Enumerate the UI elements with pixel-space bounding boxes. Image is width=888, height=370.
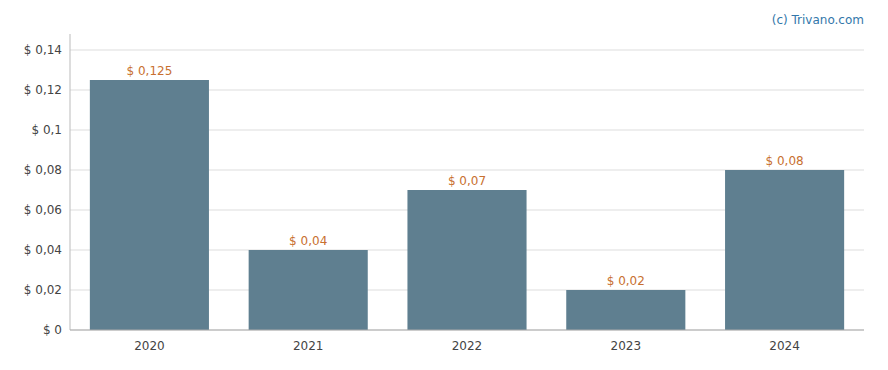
data-labels: $ 0,125 $ 0,04 $ 0,07 $ 0,02 $ 0,08	[126, 64, 803, 288]
bars	[90, 80, 844, 330]
x-tick-label: 2023	[611, 339, 642, 353]
data-label: $ 0,125	[126, 64, 172, 78]
grid-line	[70, 330, 864, 331]
y-tick-label: $ 0	[43, 323, 62, 337]
bar	[566, 290, 685, 330]
y-tick-label: $ 0,06	[24, 203, 62, 217]
y-tick-label: $ 0,1	[31, 123, 62, 137]
bar	[249, 250, 368, 330]
data-label: $ 0,08	[766, 154, 804, 168]
x-tick-label: 2024	[769, 339, 800, 353]
annotation: (c) Trivano.com	[772, 13, 864, 27]
data-label: $ 0,07	[448, 174, 486, 188]
chart: $ 0 $ 0,02 $ 0,04 $ 0,06 $ 0,08 $ 0,1 $ 0,12 $ …	[0, 0, 888, 370]
grid-line	[70, 50, 864, 51]
data-label: $ 0,02	[607, 274, 645, 288]
y-axis: $ 0 $ 0,02 $ 0,04 $ 0,06 $ 0,08 $ 0,1 $ 0,12 $ …	[24, 34, 70, 337]
data-label: $ 0,04	[289, 234, 327, 248]
bar	[725, 170, 844, 330]
grid	[70, 50, 864, 330]
y-tick-label: $ 0,02	[24, 283, 62, 297]
y-tick-label: $ 0,04	[24, 243, 62, 257]
bar	[407, 190, 526, 330]
y-axis-line	[70, 34, 71, 330]
y-tick-label: $ 0,12	[24, 83, 62, 97]
chart-container: $ 0 $ 0,02 $ 0,04 $ 0,06 $ 0,08 $ 0,1 $ 0,12 $ …	[0, 0, 888, 370]
y-tick-label: $ 0,14	[24, 43, 62, 57]
y-tick-label: $ 0,08	[24, 163, 62, 177]
x-tick-label: 2022	[452, 339, 483, 353]
x-tick-label: 2020	[134, 339, 165, 353]
x-axis-line	[70, 330, 864, 331]
x-tick-label: 2021	[293, 339, 324, 353]
x-axis: 2020 2021 2022 2023 2024	[70, 330, 864, 353]
bar	[90, 80, 209, 330]
